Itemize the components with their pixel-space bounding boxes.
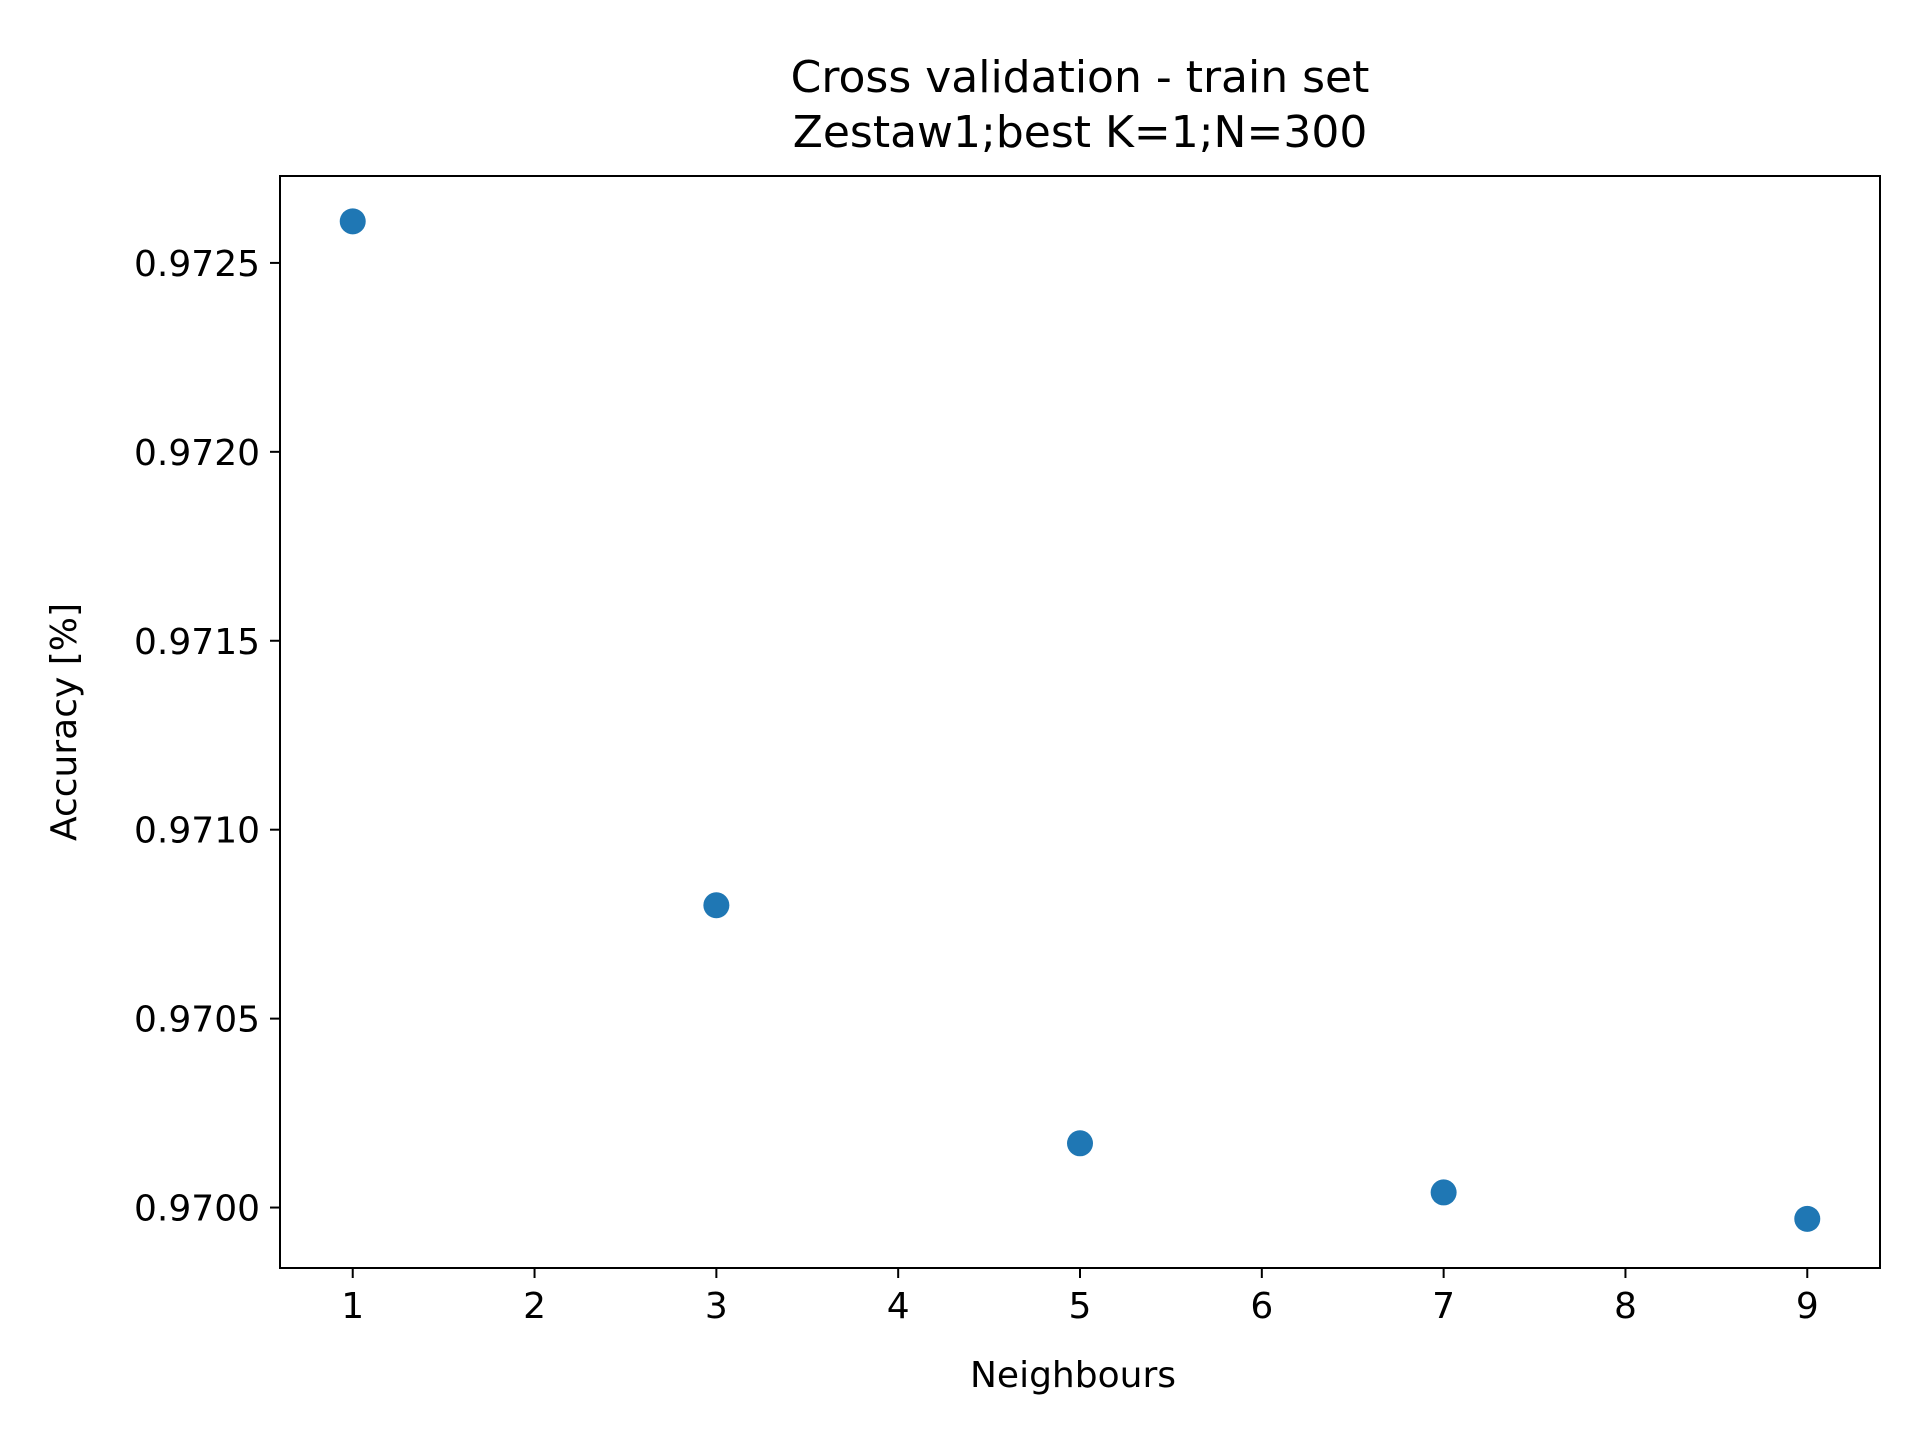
data-point bbox=[703, 892, 730, 919]
x-axis-label: Neighbours bbox=[970, 1355, 1176, 1396]
x-tick-label: 6 bbox=[1250, 1286, 1273, 1327]
x-tick-label: 9 bbox=[1796, 1286, 1819, 1327]
data-point bbox=[339, 208, 366, 235]
x-tick-label: 2 bbox=[523, 1286, 546, 1327]
y-tick-label: 0.9700 bbox=[134, 1189, 260, 1230]
chart-subtitle: Zestaw1;best K=1;N=300 bbox=[793, 107, 1368, 158]
x-axis-ticks: 1 2 3 4 5 6 7 8 9 bbox=[341, 1268, 1819, 1327]
data-point bbox=[1794, 1205, 1821, 1232]
plot-area-frame bbox=[279, 175, 1881, 1269]
x-tick-label: 5 bbox=[1069, 1286, 1092, 1327]
y-tick-label: 0.9705 bbox=[134, 1000, 260, 1041]
y-tick-label: 0.9720 bbox=[134, 433, 260, 474]
chart-title: Cross validation - train set bbox=[791, 52, 1370, 103]
y-axis-label: Accuracy [%] bbox=[44, 603, 85, 841]
data-point bbox=[1067, 1130, 1093, 1157]
x-tick-label: 3 bbox=[705, 1286, 728, 1327]
x-tick-label: 4 bbox=[887, 1286, 910, 1327]
y-tick-label: 0.9710 bbox=[134, 811, 260, 852]
y-tick-label: 0.9725 bbox=[134, 244, 260, 285]
x-tick-label: 1 bbox=[341, 1286, 364, 1327]
data-point bbox=[1430, 1179, 1457, 1206]
scatter-points bbox=[339, 208, 1821, 1232]
x-tick-label: 8 bbox=[1614, 1286, 1637, 1327]
y-tick-label: 0.9715 bbox=[134, 622, 260, 663]
y-axis-ticks: 0.9700 0.9705 0.9710 0.9715 0.9720 0.9725 bbox=[134, 244, 280, 1230]
x-tick-label: 7 bbox=[1432, 1286, 1455, 1327]
